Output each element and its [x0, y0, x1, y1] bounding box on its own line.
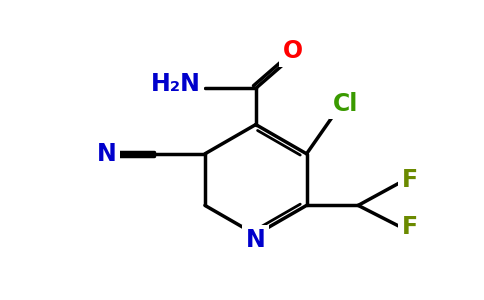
Text: H₂N: H₂N — [151, 72, 200, 96]
Text: N: N — [246, 228, 266, 252]
Text: Cl: Cl — [333, 92, 358, 116]
Text: O: O — [283, 39, 303, 63]
Text: N: N — [96, 142, 116, 166]
Text: F: F — [402, 168, 418, 192]
Text: F: F — [402, 215, 418, 239]
